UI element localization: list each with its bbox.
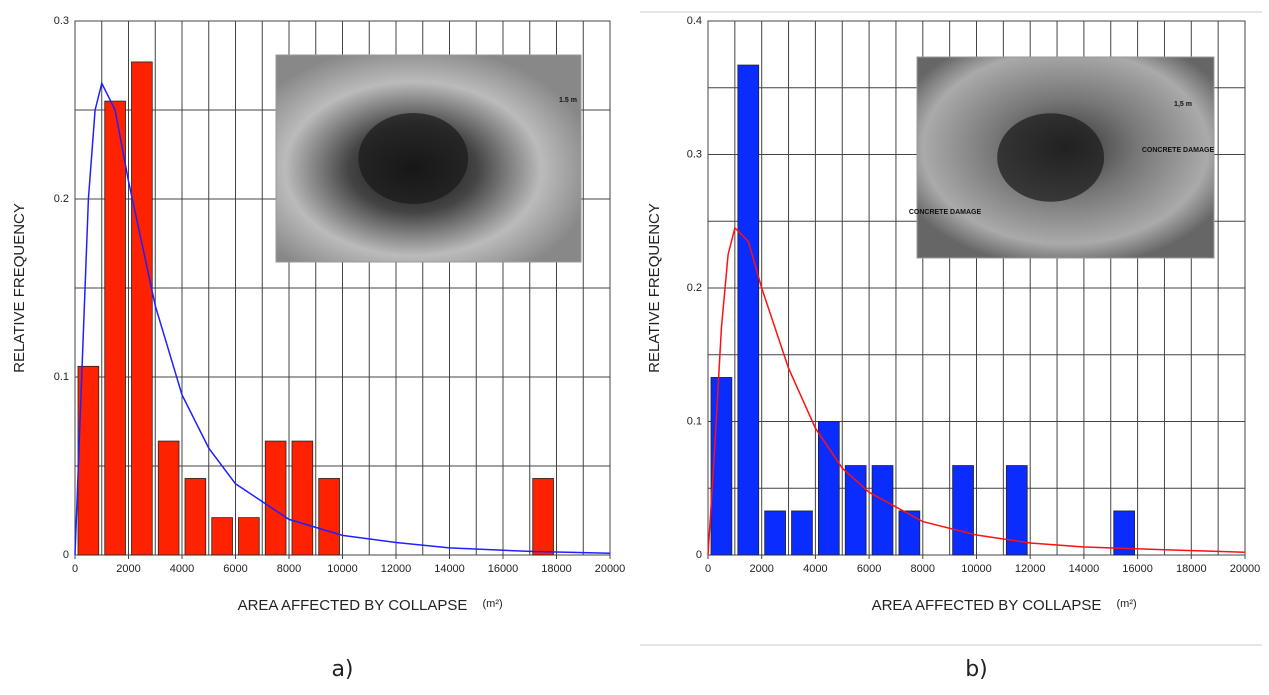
bar (318, 478, 340, 556)
x-tick-label: 6000 (223, 563, 247, 575)
bar (764, 510, 786, 556)
x-tick-label: 0 (72, 563, 78, 575)
x-tick-label: 18000 (541, 563, 572, 575)
x-tick-label: 10000 (327, 563, 358, 575)
x-tick-label: 18000 (1176, 563, 1207, 575)
bar (532, 478, 554, 556)
panel-label: a) (331, 657, 353, 682)
x-axis-label: AREA AFFECTED BY COLLAPSE (238, 597, 468, 614)
inset-photo-detail (997, 113, 1105, 202)
inset-label: CONCRETE DAMAGE (909, 209, 982, 216)
x-tick-label: 2000 (749, 563, 773, 575)
x-tick-label: 0 (705, 563, 711, 575)
bar (844, 465, 867, 556)
x-tick-label: 16000 (1122, 563, 1153, 575)
panel-label: b) (965, 657, 988, 682)
x-tick-label: 6000 (857, 563, 881, 575)
x-tick-label: 16000 (488, 563, 519, 575)
bar (131, 61, 153, 556)
y-tick-label: 0.1 (687, 415, 702, 427)
y-axis-label: RELATIVE FREQUENCY (646, 203, 663, 373)
bar (737, 64, 760, 556)
y-tick-label: 0.3 (54, 15, 69, 27)
bar (291, 440, 314, 556)
x-tick-label: 12000 (1015, 563, 1046, 575)
bar (1005, 465, 1028, 556)
bar (818, 421, 840, 556)
inset-label: 1,5 m (1174, 101, 1192, 108)
y-tick-label: 0.3 (687, 148, 702, 160)
bar (184, 478, 207, 556)
x-axis-unit: (m²) (483, 598, 503, 610)
plot-frame (707, 20, 1246, 556)
y-tick-label: 0.2 (54, 193, 69, 205)
x-tick-label: 12000 (381, 563, 412, 575)
fit-curve (707, 226, 1246, 556)
bar (264, 440, 287, 556)
y-tick-label: 0.2 (687, 282, 702, 294)
x-tick-label: 4000 (803, 563, 827, 575)
y-tick-label: 0.1 (54, 371, 69, 383)
plot-frame (74, 20, 611, 556)
bar (952, 465, 974, 556)
x-tick-label: 8000 (911, 563, 935, 575)
x-tick-label: 14000 (1069, 563, 1100, 575)
x-tick-label: 20000 (1230, 563, 1261, 575)
inset-photo-detail (358, 112, 469, 205)
bar (791, 510, 813, 556)
y-tick-label: 0 (63, 549, 69, 561)
bar (871, 465, 894, 556)
inset-label: 1.5 m (559, 97, 577, 104)
x-tick-label: 2000 (116, 563, 140, 575)
x-tick-label: 20000 (595, 563, 626, 575)
y-axis-label: RELATIVE FREQUENCY (11, 203, 28, 373)
bar (238, 517, 260, 556)
bar (104, 100, 126, 556)
bar (1113, 510, 1136, 556)
bar (211, 517, 233, 556)
y-tick-label: 0 (696, 549, 702, 561)
x-tick-label: 10000 (961, 563, 992, 575)
x-tick-label: 14000 (434, 563, 465, 575)
x-tick-label: 8000 (277, 563, 301, 575)
fit-curve (74, 81, 611, 556)
bar (157, 440, 180, 556)
x-axis-unit: (m²) (1117, 598, 1137, 610)
inset-label: CONCRETE DAMAGE (1142, 147, 1215, 154)
x-tick-label: 4000 (170, 563, 194, 575)
x-axis-label: AREA AFFECTED BY COLLAPSE (872, 597, 1102, 614)
y-tick-label: 0.4 (687, 15, 702, 27)
bar (898, 510, 921, 556)
